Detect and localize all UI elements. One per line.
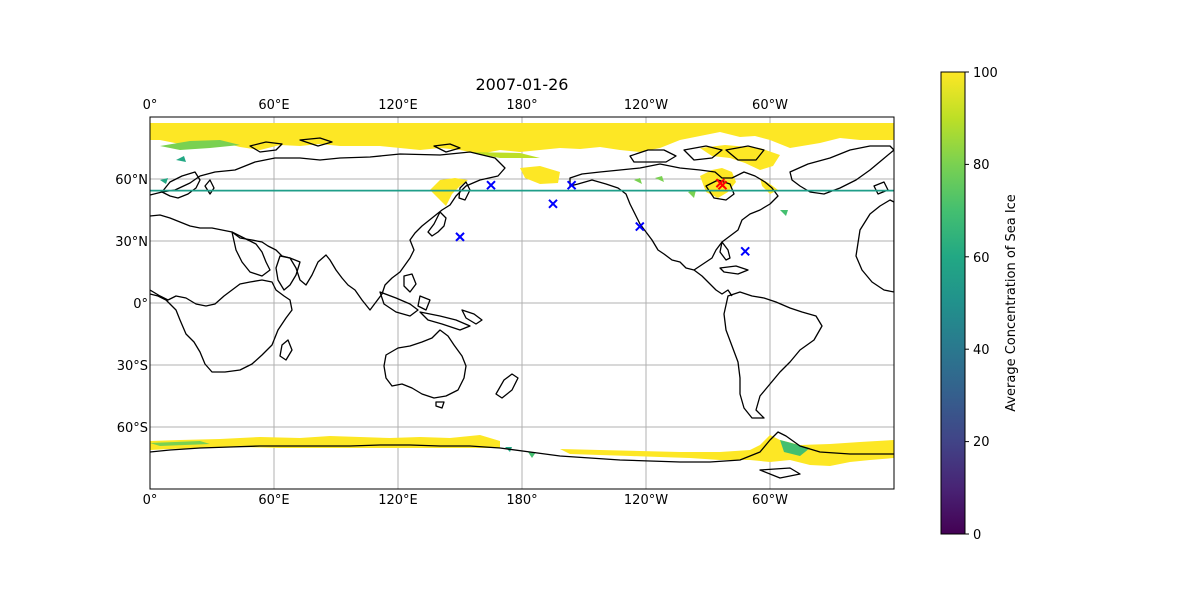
blue-marker-2 xyxy=(548,199,558,209)
x-tick-bottom-2: 120°E xyxy=(378,493,418,508)
colorbar-ticks xyxy=(965,71,969,535)
blue-marker-5 xyxy=(740,246,750,257)
colorbar-label: Average Concentration of Sea Ice xyxy=(1004,194,1019,412)
colorbar xyxy=(940,71,966,535)
map-title: 2007-01-26 xyxy=(476,75,569,94)
markers xyxy=(455,178,750,257)
y-tick-4: 60°S xyxy=(117,421,148,436)
y-tick-2: 0° xyxy=(133,297,148,312)
x-tick-top-4: 120°W xyxy=(624,98,668,113)
colorbar-tick-60: 60 xyxy=(973,251,990,266)
x-tick-bottom-5: 60°W xyxy=(752,493,788,508)
x-tick-top-3: 180° xyxy=(506,98,537,113)
colorbar-tick-20: 20 xyxy=(973,435,990,450)
colorbar-tick-40: 40 xyxy=(973,343,990,358)
blue-marker-0 xyxy=(455,232,465,242)
coastlines xyxy=(150,137,894,479)
blue-marker-4 xyxy=(635,221,645,232)
blue-marker-3 xyxy=(566,180,577,190)
x-tick-top-0: 0° xyxy=(143,98,158,113)
gridlines xyxy=(150,117,894,489)
x-tick-bottom-0: 0° xyxy=(143,493,158,508)
x-tick-top-5: 60°W xyxy=(752,98,788,113)
map-frame xyxy=(149,116,895,490)
colorbar-tick-0: 0 xyxy=(973,528,981,543)
arctic-sea-ice xyxy=(150,123,894,216)
colorbar-tick-80: 80 xyxy=(973,158,990,173)
red-marker-1 xyxy=(717,180,728,190)
x-tick-top-2: 120°E xyxy=(378,98,418,113)
x-tick-bottom-3: 180° xyxy=(506,493,537,508)
y-tick-1: 30°N xyxy=(115,235,148,250)
x-tick-bottom-1: 60°E xyxy=(258,493,289,508)
x-tick-bottom-4: 120°W xyxy=(624,493,668,508)
blue-marker-1 xyxy=(486,180,496,190)
y-tick-0: 60°N xyxy=(115,173,148,188)
y-tick-3: 30°S xyxy=(117,359,148,374)
colorbar-tick-100: 100 xyxy=(973,66,998,81)
x-tick-top-1: 60°E xyxy=(258,98,289,113)
